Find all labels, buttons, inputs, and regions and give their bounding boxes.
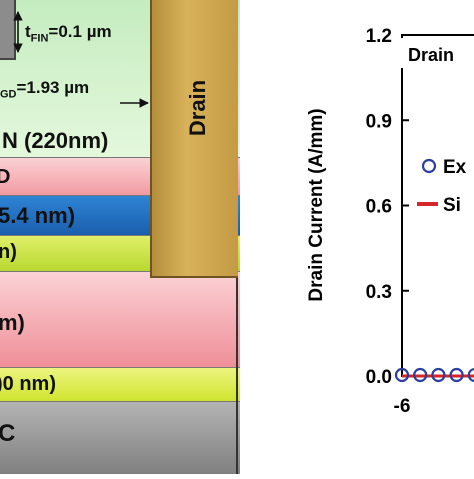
legend-title: Drain — [408, 45, 454, 65]
data-point-ex — [449, 367, 464, 383]
legend-label-si: Si — [443, 195, 461, 216]
t-fin-label: tFIN=0.1 µm — [25, 22, 112, 45]
data-point-ex — [394, 367, 410, 383]
layer-substrate — [0, 401, 240, 474]
layer-label-1: D — [0, 166, 11, 188]
series-layer — [394, 367, 474, 383]
layer-label-gan: N (220nm) — [2, 128, 109, 153]
layer-label-4: m) — [0, 310, 25, 335]
y-tick-label: 0.6 — [366, 197, 392, 218]
y-tick-label: 0.3 — [366, 282, 392, 303]
data-point-ex — [431, 367, 446, 383]
lgd-label: GD=1.93 µm — [0, 78, 90, 101]
legend-marker-ex — [421, 158, 437, 174]
drain-contact — [150, 0, 238, 278]
y-axis-label: Drain Current (A/mm) — [306, 108, 327, 301]
data-point-ex — [467, 367, 474, 383]
x-tick-label: -6 — [394, 396, 411, 417]
legend-label-ex: Ex — [443, 157, 467, 178]
y-tick-label: 0.9 — [366, 111, 392, 132]
device-cross-section: Drain tFIN=0.1 µm GD=1.93 µm N (220nm) D… — [0, 0, 240, 474]
drain-current-chart: Drain Current (A/mm) 0.00.30.60.91.2 -6-… — [240, 0, 474, 474]
layer-label-substrate: C — [0, 420, 16, 447]
layer-label-3: n) — [0, 241, 17, 263]
chart-svg: Drain Current (A/mm) 0.00.30.60.91.2 -6-… — [306, 26, 474, 417]
y-tick-label: 0.0 — [366, 367, 392, 388]
layer-red-thick — [0, 271, 240, 367]
dimension-arrows — [13, 11, 149, 108]
layer-label-barrier: 5.4 nm) — [0, 203, 76, 228]
layer-label-5: )0 nm) — [0, 373, 56, 395]
data-point-ex — [413, 367, 428, 383]
y-tick-label: 1.2 — [366, 26, 392, 47]
legend-box-bg — [400, 38, 474, 68]
layer-yellow — [0, 367, 240, 401]
